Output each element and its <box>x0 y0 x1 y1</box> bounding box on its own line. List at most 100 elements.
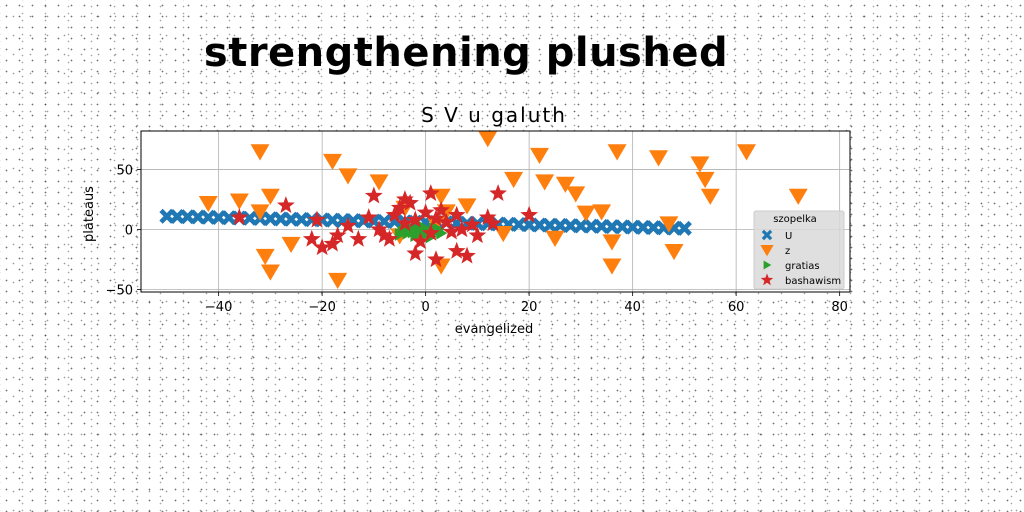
data-point <box>229 193 249 210</box>
axis-ticks: −40 −20 0 20 40 60 80 −50 0 50 <box>106 163 848 315</box>
data-point <box>463 215 482 233</box>
data-point <box>427 250 445 268</box>
y-tick-label: −50 <box>106 284 133 299</box>
legend-title: szopelka <box>773 214 817 225</box>
data-point <box>736 144 756 161</box>
data-point <box>313 238 332 256</box>
chart-title: S V u galuth <box>421 103 567 127</box>
data-point <box>308 210 326 228</box>
data-point <box>427 209 445 227</box>
x-tick-label: 60 <box>728 300 745 315</box>
series-bashawism <box>230 184 539 268</box>
data-point <box>664 244 684 261</box>
legend-box <box>753 210 845 290</box>
data-point <box>458 246 476 264</box>
data-point <box>592 204 612 221</box>
x-tick-label: 0 <box>421 300 429 315</box>
data-point <box>478 131 498 148</box>
data-point <box>489 184 507 202</box>
data-point <box>328 272 348 290</box>
x-tick-label: 40 <box>624 300 641 315</box>
data-point <box>566 186 586 203</box>
data-point <box>421 184 440 202</box>
data-point <box>250 204 270 221</box>
data-point <box>406 244 425 262</box>
data-point <box>411 232 430 250</box>
data-point <box>396 214 414 232</box>
data-point <box>436 226 448 240</box>
data-point <box>457 198 477 215</box>
page-title: strengthening plushed <box>203 30 729 76</box>
data-point <box>602 258 622 275</box>
data-point <box>676 220 692 236</box>
data-point <box>484 214 502 232</box>
data-point <box>390 198 409 216</box>
data-point <box>277 196 295 214</box>
y-axis-label: plateaus <box>82 186 97 242</box>
data-point <box>338 168 358 185</box>
data-point <box>323 234 342 252</box>
data-point <box>385 205 404 223</box>
data-point <box>281 236 301 253</box>
data-point <box>230 208 249 226</box>
data-point <box>432 200 451 218</box>
legend-label: bashawism <box>785 276 841 287</box>
legend: szopelka Uz gratias bashawism <box>753 210 845 290</box>
data-point <box>555 176 575 193</box>
series-z <box>198 131 808 290</box>
legend-marker <box>763 260 772 270</box>
data-point <box>328 226 347 244</box>
legend-marker <box>760 245 774 257</box>
data-point <box>504 171 524 189</box>
data-point <box>250 144 270 161</box>
data-point <box>349 229 368 247</box>
data-point <box>529 147 549 165</box>
legend-marker <box>761 229 773 241</box>
data-point <box>260 264 280 281</box>
data-marks <box>159 131 808 290</box>
legend-marker <box>760 273 774 286</box>
data-point <box>302 229 321 247</box>
legend-label: gratias <box>785 261 820 272</box>
data-point <box>369 174 389 191</box>
y-tick-label: 50 <box>116 163 133 178</box>
data-point <box>576 205 596 222</box>
plot-frame <box>140 130 851 293</box>
x-tick-label: −40 <box>205 300 232 315</box>
legend-label: z <box>785 246 790 257</box>
data-point <box>396 190 414 208</box>
data-point <box>255 248 275 265</box>
data-point <box>260 188 280 205</box>
data-point <box>437 212 456 230</box>
data-point <box>198 195 218 213</box>
data-point <box>520 205 539 223</box>
y-tick-label: 0 <box>125 224 133 239</box>
x-axis-label: evangelized <box>455 322 533 337</box>
data-point <box>401 193 419 211</box>
data-point <box>452 220 471 238</box>
x-tick-label: −20 <box>308 300 335 315</box>
data-point <box>442 222 461 240</box>
data-point <box>535 174 555 191</box>
data-point <box>421 223 440 241</box>
data-point <box>690 156 710 173</box>
data-point <box>406 210 425 228</box>
x-tick-label: 20 <box>521 300 538 315</box>
data-point <box>695 171 715 189</box>
data-point <box>700 188 720 205</box>
data-point <box>478 208 497 226</box>
data-point <box>545 230 565 247</box>
data-point <box>447 241 466 259</box>
data-point <box>659 216 679 233</box>
data-point <box>607 144 627 161</box>
data-point <box>339 216 357 234</box>
legend-label: U <box>785 231 792 242</box>
data-point <box>493 226 513 243</box>
data-point <box>364 186 383 204</box>
data-point <box>788 188 808 205</box>
x-tick-label: 80 <box>831 300 848 315</box>
data-point <box>602 234 622 251</box>
data-point <box>468 226 487 244</box>
data-point <box>375 226 394 244</box>
